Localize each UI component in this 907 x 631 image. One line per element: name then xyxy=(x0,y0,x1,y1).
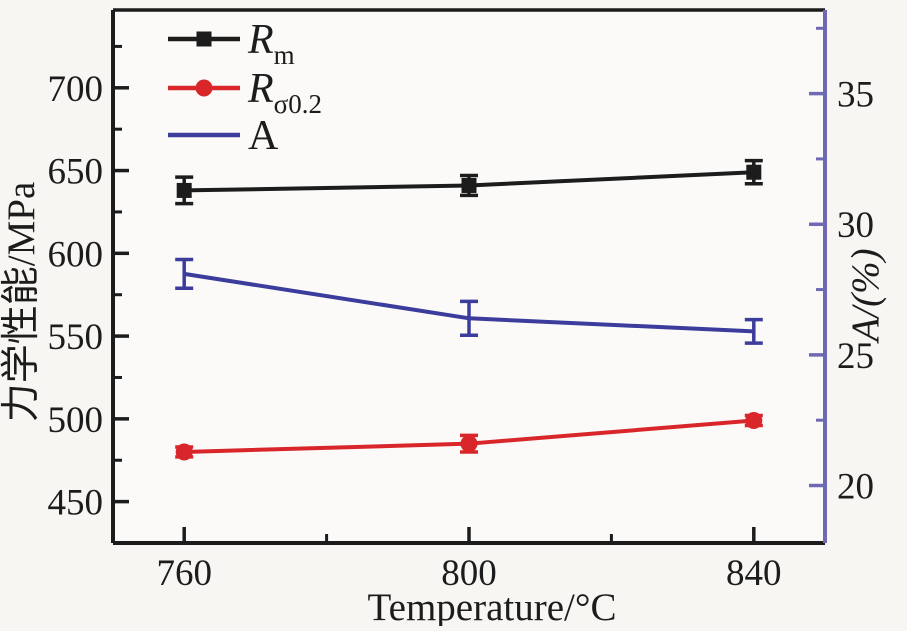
x-axis-title: Temperature/°C xyxy=(368,586,617,626)
series-A xyxy=(175,257,763,345)
y-right-tick-label: 25 xyxy=(837,336,874,377)
y-left-tick-label: 500 xyxy=(48,400,104,441)
y-left-tick-label: 700 xyxy=(48,69,104,110)
y-right-tick-label: 30 xyxy=(837,205,874,246)
y-left-tick-label: 600 xyxy=(48,234,104,275)
legend-label: Rm xyxy=(247,17,295,70)
series-Rm xyxy=(175,158,763,206)
y-right-tick-label: 20 xyxy=(837,467,874,508)
series-layer xyxy=(175,158,763,461)
circle-marker xyxy=(175,443,193,461)
legend-label: A xyxy=(248,113,279,159)
legend-item-A: A xyxy=(168,113,279,159)
series-line xyxy=(183,271,754,334)
y-left-axis-title: 力学性能/MPa xyxy=(0,182,43,423)
circle-marker xyxy=(460,435,478,453)
series-Rσ0.2 xyxy=(175,412,763,461)
y-right-tick-label: 35 xyxy=(837,75,874,116)
y-right-axis-title: A/(%) xyxy=(844,248,887,344)
legend-item-Rm: Rm xyxy=(168,17,295,70)
square-marker xyxy=(461,177,477,193)
y-left-tick-label: 450 xyxy=(48,483,104,524)
square-marker xyxy=(176,182,192,198)
x-tick-label: 800 xyxy=(441,553,497,594)
axis-ticks-layer: 760 800 840 450 500 550 600 650 700 20 25 30 35 xyxy=(48,26,874,594)
square-marker xyxy=(746,164,762,180)
legend-label: Rσ0.2 xyxy=(247,66,322,119)
y-left-tick-label: 550 xyxy=(48,317,104,358)
y-left-tick-label: 650 xyxy=(48,152,104,193)
x-tick-label: 840 xyxy=(726,553,782,594)
legend-circle-marker xyxy=(195,79,213,97)
plot-frame xyxy=(111,8,827,545)
plot-area xyxy=(113,10,825,543)
legend-square-marker xyxy=(196,31,212,47)
x-tick-label: 760 xyxy=(156,553,212,594)
legend-item-Rσ0.2: Rσ0.2 xyxy=(168,66,322,119)
circle-marker xyxy=(745,412,763,430)
